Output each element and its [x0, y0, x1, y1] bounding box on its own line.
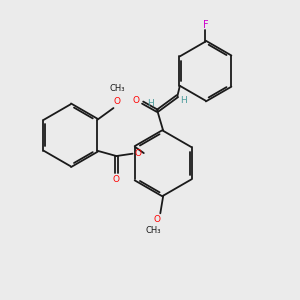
- Text: O: O: [114, 97, 121, 106]
- Text: CH₃: CH₃: [110, 84, 125, 93]
- Text: F: F: [202, 20, 208, 30]
- Text: H: H: [181, 96, 187, 105]
- Text: CH₃: CH₃: [145, 226, 161, 236]
- Text: O: O: [133, 96, 140, 105]
- Text: O: O: [113, 175, 120, 184]
- Text: O: O: [135, 148, 142, 158]
- Text: O: O: [154, 215, 161, 224]
- Text: H: H: [148, 99, 154, 108]
